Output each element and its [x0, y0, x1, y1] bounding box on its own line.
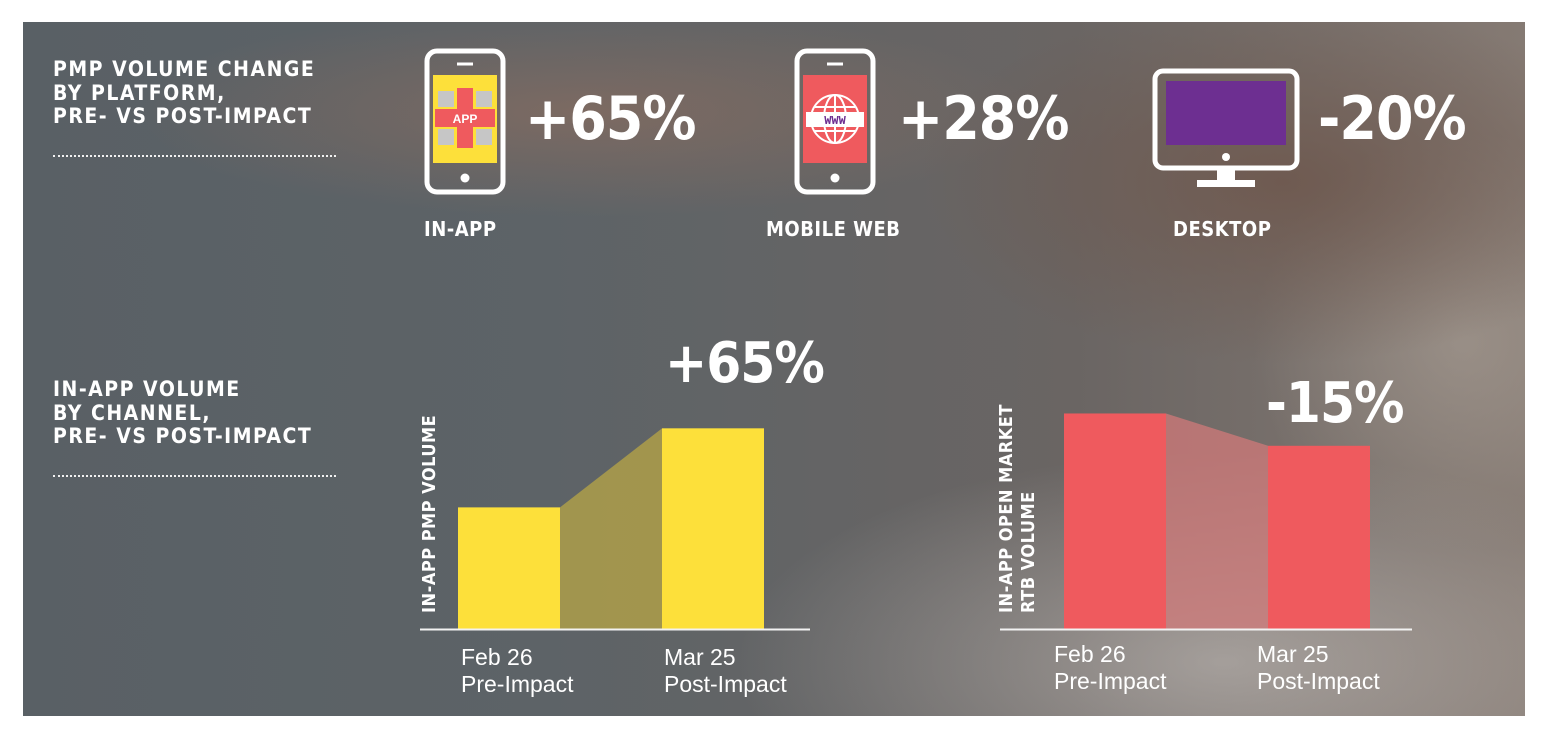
pmp-x-tick-2: Mar 25 Post-Impact: [664, 644, 787, 697]
rtb-volume-chart: [1000, 407, 1412, 631]
phone-app-icon: APP: [424, 48, 506, 195]
title-line: BY PLATFORM,: [53, 80, 226, 105]
title-line: PRE- VS POST-IMPACT: [53, 104, 313, 128]
title-line: IN-APP VOLUME: [53, 377, 241, 401]
change-connector: [560, 428, 662, 629]
change-connector: [1166, 413, 1268, 629]
rtb-x-tick-2: Mar 25 Post-Impact: [1257, 641, 1380, 694]
bar-post-impact: [662, 428, 764, 629]
bar-pre-impact: [458, 507, 560, 629]
desktop-change: -20%: [1318, 84, 1467, 154]
title-line: PMP VOLUME CHANGE: [53, 57, 316, 81]
title-line: BY CHANNEL,: [53, 400, 212, 425]
infographic-panel: PMP VOLUME CHANGE BY PLATFORM, PRE- VS P…: [23, 22, 1525, 716]
mobile-web-change: +28%: [898, 84, 1069, 154]
mobile-web-label: MOBILE WEB: [766, 217, 901, 241]
pmp-change-label: +65%: [665, 331, 825, 396]
in-app-label: IN-APP: [424, 217, 497, 241]
desktop-monitor-icon: [1152, 68, 1300, 190]
title-underline: [53, 155, 336, 157]
rtb-y-axis-label: IN-APP OPEN MARKET RTB VOLUME: [996, 404, 1039, 613]
title-underline: [53, 475, 336, 477]
pmp-chart-svg: [420, 428, 810, 631]
phone-www-icon: WWW: [794, 48, 876, 195]
desktop-label: DESKTOP: [1173, 217, 1272, 241]
title-line: PRE- VS POST-IMPACT: [53, 424, 313, 448]
www-text: WWW: [824, 114, 846, 128]
rtb-change-label: -15%: [1266, 371, 1405, 436]
rtb-chart-svg: [1000, 413, 1412, 631]
rtb-x-tick-1: Feb 26 Pre-Impact: [1054, 641, 1167, 694]
pmp-volume-chart: [420, 404, 810, 631]
bar-post-impact: [1268, 445, 1370, 629]
bar-pre-impact: [1064, 413, 1166, 629]
in-app-change: +65%: [525, 84, 696, 154]
channel-section-title: IN-APP VOLUME BY CHANNEL, PRE- VS POST-I…: [53, 377, 313, 449]
pmp-y-axis-label: IN-APP PMP VOLUME: [419, 414, 440, 613]
platform-section-title: PMP VOLUME CHANGE BY PLATFORM, PRE- VS P…: [53, 57, 316, 129]
app-text: APP: [453, 112, 478, 126]
pmp-x-tick-1: Feb 26 Pre-Impact: [461, 644, 574, 697]
